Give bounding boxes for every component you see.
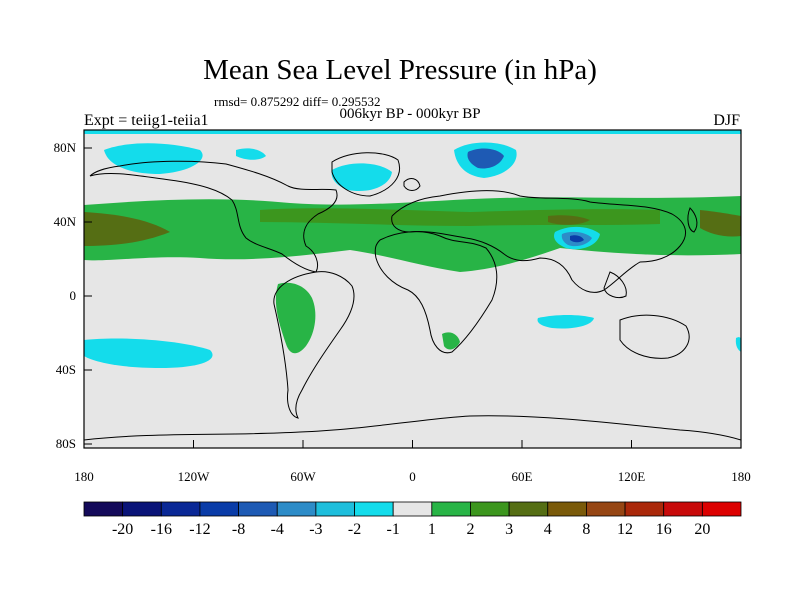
- lon-tick-label: 120E: [618, 469, 646, 484]
- colorbar-swatch: [122, 501, 162, 517]
- colorbar-swatch: [586, 501, 626, 517]
- colorbar-label: 12: [617, 521, 633, 538]
- lat-tick-label: 80N: [54, 140, 77, 155]
- latitude-axis: 80N 40N 0 40S 80S: [54, 140, 92, 451]
- lon-tick-label: 120W: [178, 469, 211, 484]
- map-background: [84, 130, 741, 448]
- colorbar-label: 8: [582, 521, 590, 538]
- colorbar-label: -20: [112, 521, 133, 538]
- negative-anomaly-region: [104, 143, 203, 174]
- strong-positive-anomaly-region: [700, 210, 741, 237]
- colorbar-swatch: [663, 501, 703, 517]
- colorbar-label: 1: [428, 521, 436, 538]
- colorbar-swatch: [199, 501, 239, 517]
- strong-positive-anomaly-region: [548, 215, 590, 225]
- colorbar-label: -12: [189, 521, 210, 538]
- strong-positive-anomaly-region: [84, 212, 170, 246]
- colorbar-label: -8: [232, 521, 245, 538]
- colorbar-label: 3: [505, 521, 513, 538]
- colorbar-label: 20: [694, 521, 710, 538]
- antarctica-coast: [84, 415, 741, 441]
- colorbar-label: 4: [544, 521, 552, 538]
- colorbar-swatch: [354, 501, 394, 517]
- colorbar-swatch: [276, 501, 317, 517]
- negative-anomaly-region: [236, 148, 266, 160]
- colorbar-label: -3: [309, 521, 322, 538]
- negative-anomaly-region: [331, 163, 392, 192]
- pressure-anomaly-fields: [84, 130, 741, 368]
- colorbar-swatch: [508, 501, 549, 517]
- lat-tick-label: 0: [70, 288, 77, 303]
- eurasia-coast: [391, 190, 687, 293]
- negative-anomaly-region: [467, 148, 504, 169]
- negative-anomaly-region: [537, 315, 594, 329]
- time-period-label: 006kyr BP - 000kyr BP: [339, 106, 481, 122]
- plot-title: Mean Sea Level Pressure (in hPa): [203, 54, 597, 86]
- negative-anomaly-region: [84, 130, 741, 134]
- positive-anomaly-region: [442, 332, 460, 350]
- negative-anomaly-region: [570, 235, 584, 243]
- colorbar-swatch: [238, 501, 278, 517]
- australia-coast: [619, 314, 690, 359]
- coastlines: [84, 152, 741, 441]
- lon-tick-label: 60W: [290, 469, 316, 484]
- maritime-continent-coast: [603, 271, 627, 299]
- colorbar-label: 16: [656, 521, 672, 538]
- colorbar-swatch: [83, 501, 124, 517]
- lat-tick-label: 80S: [56, 436, 76, 451]
- japan-coast: [687, 207, 698, 233]
- longitude-axis: 180 120W 60W 0 60E 120E 180: [74, 440, 751, 484]
- lat-tick-label: 40S: [56, 362, 76, 377]
- colorbar-swatch: [701, 501, 742, 517]
- colorbar-swatch: [160, 501, 201, 517]
- africa-coast: [374, 231, 498, 354]
- colorbar-label: -16: [151, 521, 172, 538]
- colorbar-swatch: [431, 501, 471, 517]
- lon-tick-label: 0: [409, 469, 416, 484]
- colorbar-label: -1: [387, 521, 400, 538]
- colorbar-swatch: [392, 501, 433, 517]
- colorbar-swatch: [624, 501, 665, 517]
- british-isles-coast: [403, 178, 421, 191]
- map-panel: 80N 40N 0 40S 80S 180 120W 60W 0 60E 120E 180: [54, 129, 751, 484]
- colorbar-legend: -20 -16 -12 -8 -4 -3 -2 -1 1 2 3 4 8 12 16 20: [83, 501, 742, 538]
- negative-anomaly-region: [735, 337, 741, 352]
- lon-tick-label: 180: [74, 469, 94, 484]
- colorbar-swatch: [470, 501, 510, 517]
- south-america-coast: [273, 271, 355, 419]
- north-america-coast: [89, 160, 338, 273]
- colorbar-swatch: [315, 501, 355, 517]
- rmsd-diff-stats: rmsd= 0.875292 diff= 0.295532: [214, 94, 381, 109]
- experiment-label: Expt = teiig1-teiia1: [84, 112, 209, 129]
- colorbar-label: -2: [348, 521, 361, 538]
- lat-tick-label: 40N: [54, 214, 77, 229]
- colorbar-label: -4: [271, 521, 284, 538]
- colorbar-label: 2: [466, 521, 474, 538]
- greenland-coast: [331, 152, 400, 197]
- lon-tick-label: 180: [731, 469, 751, 484]
- lon-tick-label: 60E: [512, 469, 533, 484]
- positive-anomaly-region: [275, 282, 316, 354]
- season-label: DJF: [713, 112, 740, 129]
- colorbar-swatch: [547, 501, 587, 517]
- negative-anomaly-region: [84, 338, 213, 368]
